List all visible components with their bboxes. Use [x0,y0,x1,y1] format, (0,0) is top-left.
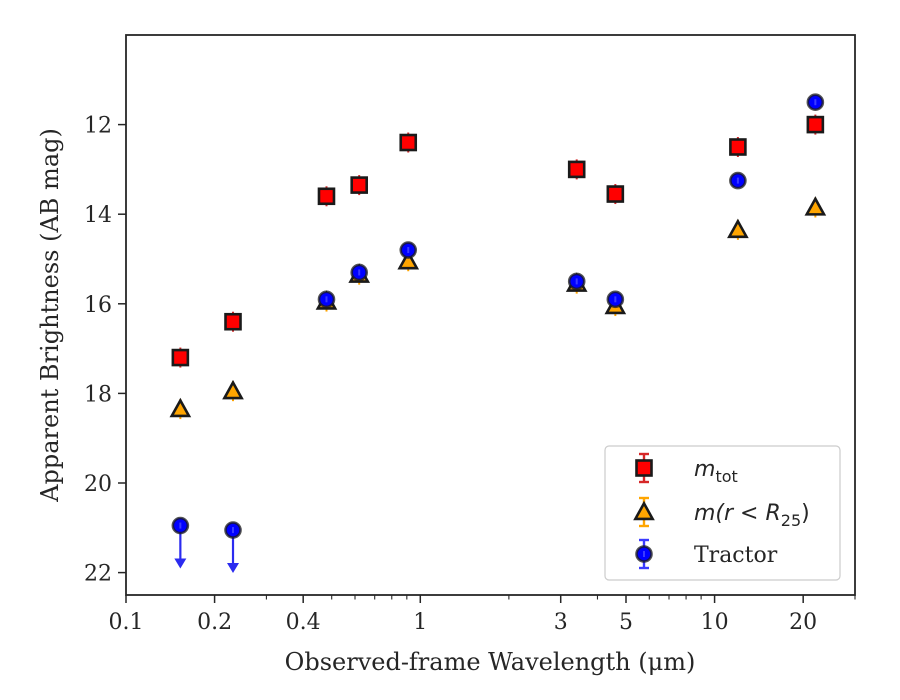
data-point [727,218,749,240]
square-marker [606,185,625,203]
data-point [729,171,747,190]
legend-box [604,445,841,581]
square-marker [567,160,586,179]
y-tick-label: 18 [84,382,112,407]
data-point [399,241,418,259]
arrow-head [174,558,187,569]
legend-label: m(r < R25) [694,501,810,530]
x-tick-label: 0.4 [286,610,321,635]
x-tick-label: 0.2 [197,610,232,635]
data-point [169,397,192,420]
legend-label: Tractor [694,543,778,568]
series-0 [171,114,825,368]
data-point [399,132,418,153]
legend-marker [635,545,653,563]
x-axis-ticks: 0.1 0.2 0.4 1 3 5 10 20 [109,595,856,635]
data-point [224,521,242,539]
x-tick-label: 5 [619,610,633,635]
y-axis-label: Apparent Brightness (AB mag) [36,128,64,503]
legend: mtot m(r < R25) Tractor [604,445,841,581]
data-point [350,263,368,282]
triangle-marker [633,500,655,521]
x-tick-label: 0.1 [109,610,144,635]
data-point [171,516,190,535]
chart-marks [169,93,827,574]
triangle-marker [397,249,420,270]
legend-label: mtot [694,457,738,486]
arrow-head [227,563,240,574]
data-point [806,114,825,135]
data-point [804,196,827,218]
data-point [806,93,825,111]
data-point [606,290,625,309]
data-point [350,175,368,196]
legend-marker [635,458,653,478]
triangle-marker [169,397,192,418]
legend-item-1: m(r < R25) [633,496,810,530]
x-tick-label: 20 [789,610,817,635]
x-tick-label: 1 [413,610,427,635]
data-point [606,184,625,205]
data-point [729,137,747,157]
square-marker [317,187,336,206]
x-tick-label: 3 [554,610,568,635]
legend-item-2: Tractor [635,538,778,570]
y-tick-label: 16 [84,293,112,318]
y-tick-label: 20 [84,472,112,497]
triangle-marker [804,196,827,216]
triangle-marker [727,218,749,239]
square-marker [224,312,242,331]
data-point [224,311,242,332]
square-marker [635,459,653,477]
data-point [171,347,190,368]
square-marker [729,138,747,156]
data-point [317,186,336,207]
y-axis-ticks: 12 14 16 18 20 22 [84,114,126,587]
triangle-marker [222,379,244,400]
y-tick-label: 14 [84,203,112,228]
data-point [567,272,586,291]
square-marker [350,176,368,194]
square-marker [806,115,825,134]
y-tick-label: 22 [84,562,112,587]
series-2 [171,93,825,574]
x-tick-label: 10 [701,610,729,635]
data-point [317,290,336,309]
square-marker [171,348,190,367]
square-marker [399,133,418,152]
data-point [567,159,586,180]
x-axis-label: Observed-frame Wavelength (μm) [285,648,696,676]
y-tick-label: 12 [84,114,112,139]
data-point [222,379,244,402]
legend-marker [633,500,655,522]
legend-item-0: mtot [635,452,738,486]
